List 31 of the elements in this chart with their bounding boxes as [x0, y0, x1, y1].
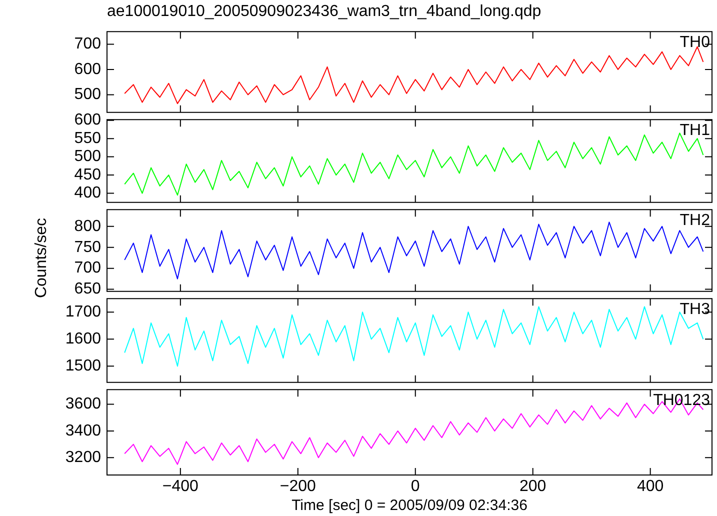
chart-title: ae100019010_20050909023436_wam3_trn_4band_long.qdp — [107, 3, 542, 21]
y-tick-label: 3400 — [65, 422, 102, 440]
series-label: TH1 — [680, 122, 710, 140]
y-tick-label: 650 — [74, 280, 102, 298]
y-tick-label: 700 — [74, 260, 102, 277]
y-tick-label: 500 — [74, 148, 102, 166]
x-tick-label: −400 — [162, 478, 199, 496]
y-tick-label: 600 — [74, 60, 102, 78]
series-label: TH2 — [680, 212, 710, 230]
y-tick-label: 3600 — [65, 396, 102, 413]
y-tick-label: 450 — [74, 166, 102, 184]
x-tick-label: 200 — [520, 478, 546, 496]
y-tick-label: 3200 — [65, 449, 102, 466]
series-label: TH3 — [680, 301, 710, 318]
series-label: TH0 — [680, 34, 710, 52]
y-tick-label: 1700 — [65, 304, 102, 321]
y-tick-label: 600 — [74, 112, 102, 129]
y-tick-label: 500 — [74, 86, 102, 104]
y-tick-label: 750 — [74, 238, 102, 256]
y-tick-label: 1500 — [65, 358, 102, 375]
y-tick-label: 550 — [74, 130, 102, 147]
series-label: TH0123 — [653, 392, 710, 410]
y-tick-label: 800 — [74, 218, 102, 235]
x-tick-label: −200 — [280, 478, 316, 496]
x-axis-title: Time [sec] 0 = 2005/09/09 02:34:36 — [292, 497, 528, 514]
x-tick-label: 400 — [636, 478, 664, 496]
y-tick-label: 400 — [74, 184, 102, 202]
y-axis-title: Counts/sec — [33, 218, 51, 298]
y-tick-label: 700 — [74, 36, 102, 53]
y-tick-label: 1600 — [65, 330, 102, 348]
x-tick-label: 0 — [410, 478, 420, 496]
